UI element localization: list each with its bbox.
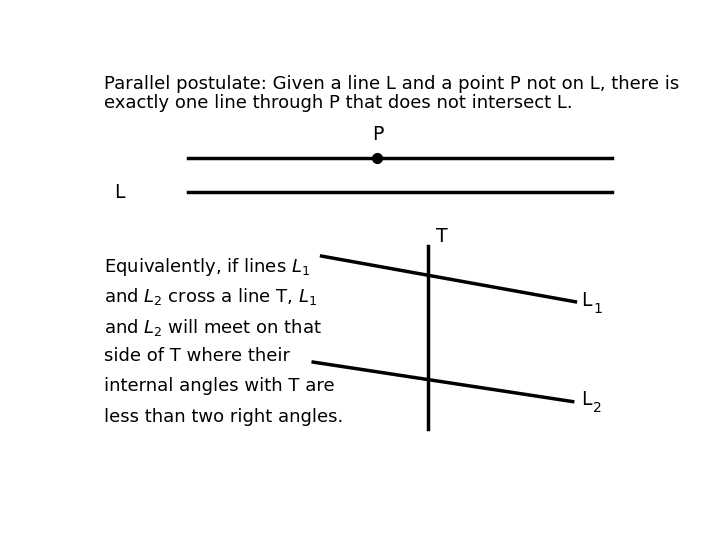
Text: Equivalently, if lines $L_1$: Equivalently, if lines $L_1$ [104, 256, 310, 278]
Text: Parallel postulate: Given a line L and a point P not on L, there is: Parallel postulate: Given a line L and a… [104, 75, 679, 93]
Text: side of T where their: side of T where their [104, 347, 290, 365]
Text: internal angles with T are: internal angles with T are [104, 377, 335, 395]
Text: less than two right angles.: less than two right angles. [104, 408, 343, 426]
Text: and $L_2$ cross a line T, $L_1$: and $L_2$ cross a line T, $L_1$ [104, 286, 317, 307]
Text: P: P [372, 125, 383, 144]
Text: T: T [436, 227, 448, 246]
Text: exactly one line through P that does not intersect L.: exactly one line through P that does not… [104, 94, 572, 112]
Text: 1: 1 [593, 302, 602, 316]
Text: and $L_2$ will meet on that: and $L_2$ will meet on that [104, 317, 322, 338]
Text: L: L [581, 292, 592, 310]
Text: L: L [114, 183, 125, 202]
Text: 2: 2 [593, 401, 602, 415]
Text: L: L [581, 390, 592, 409]
